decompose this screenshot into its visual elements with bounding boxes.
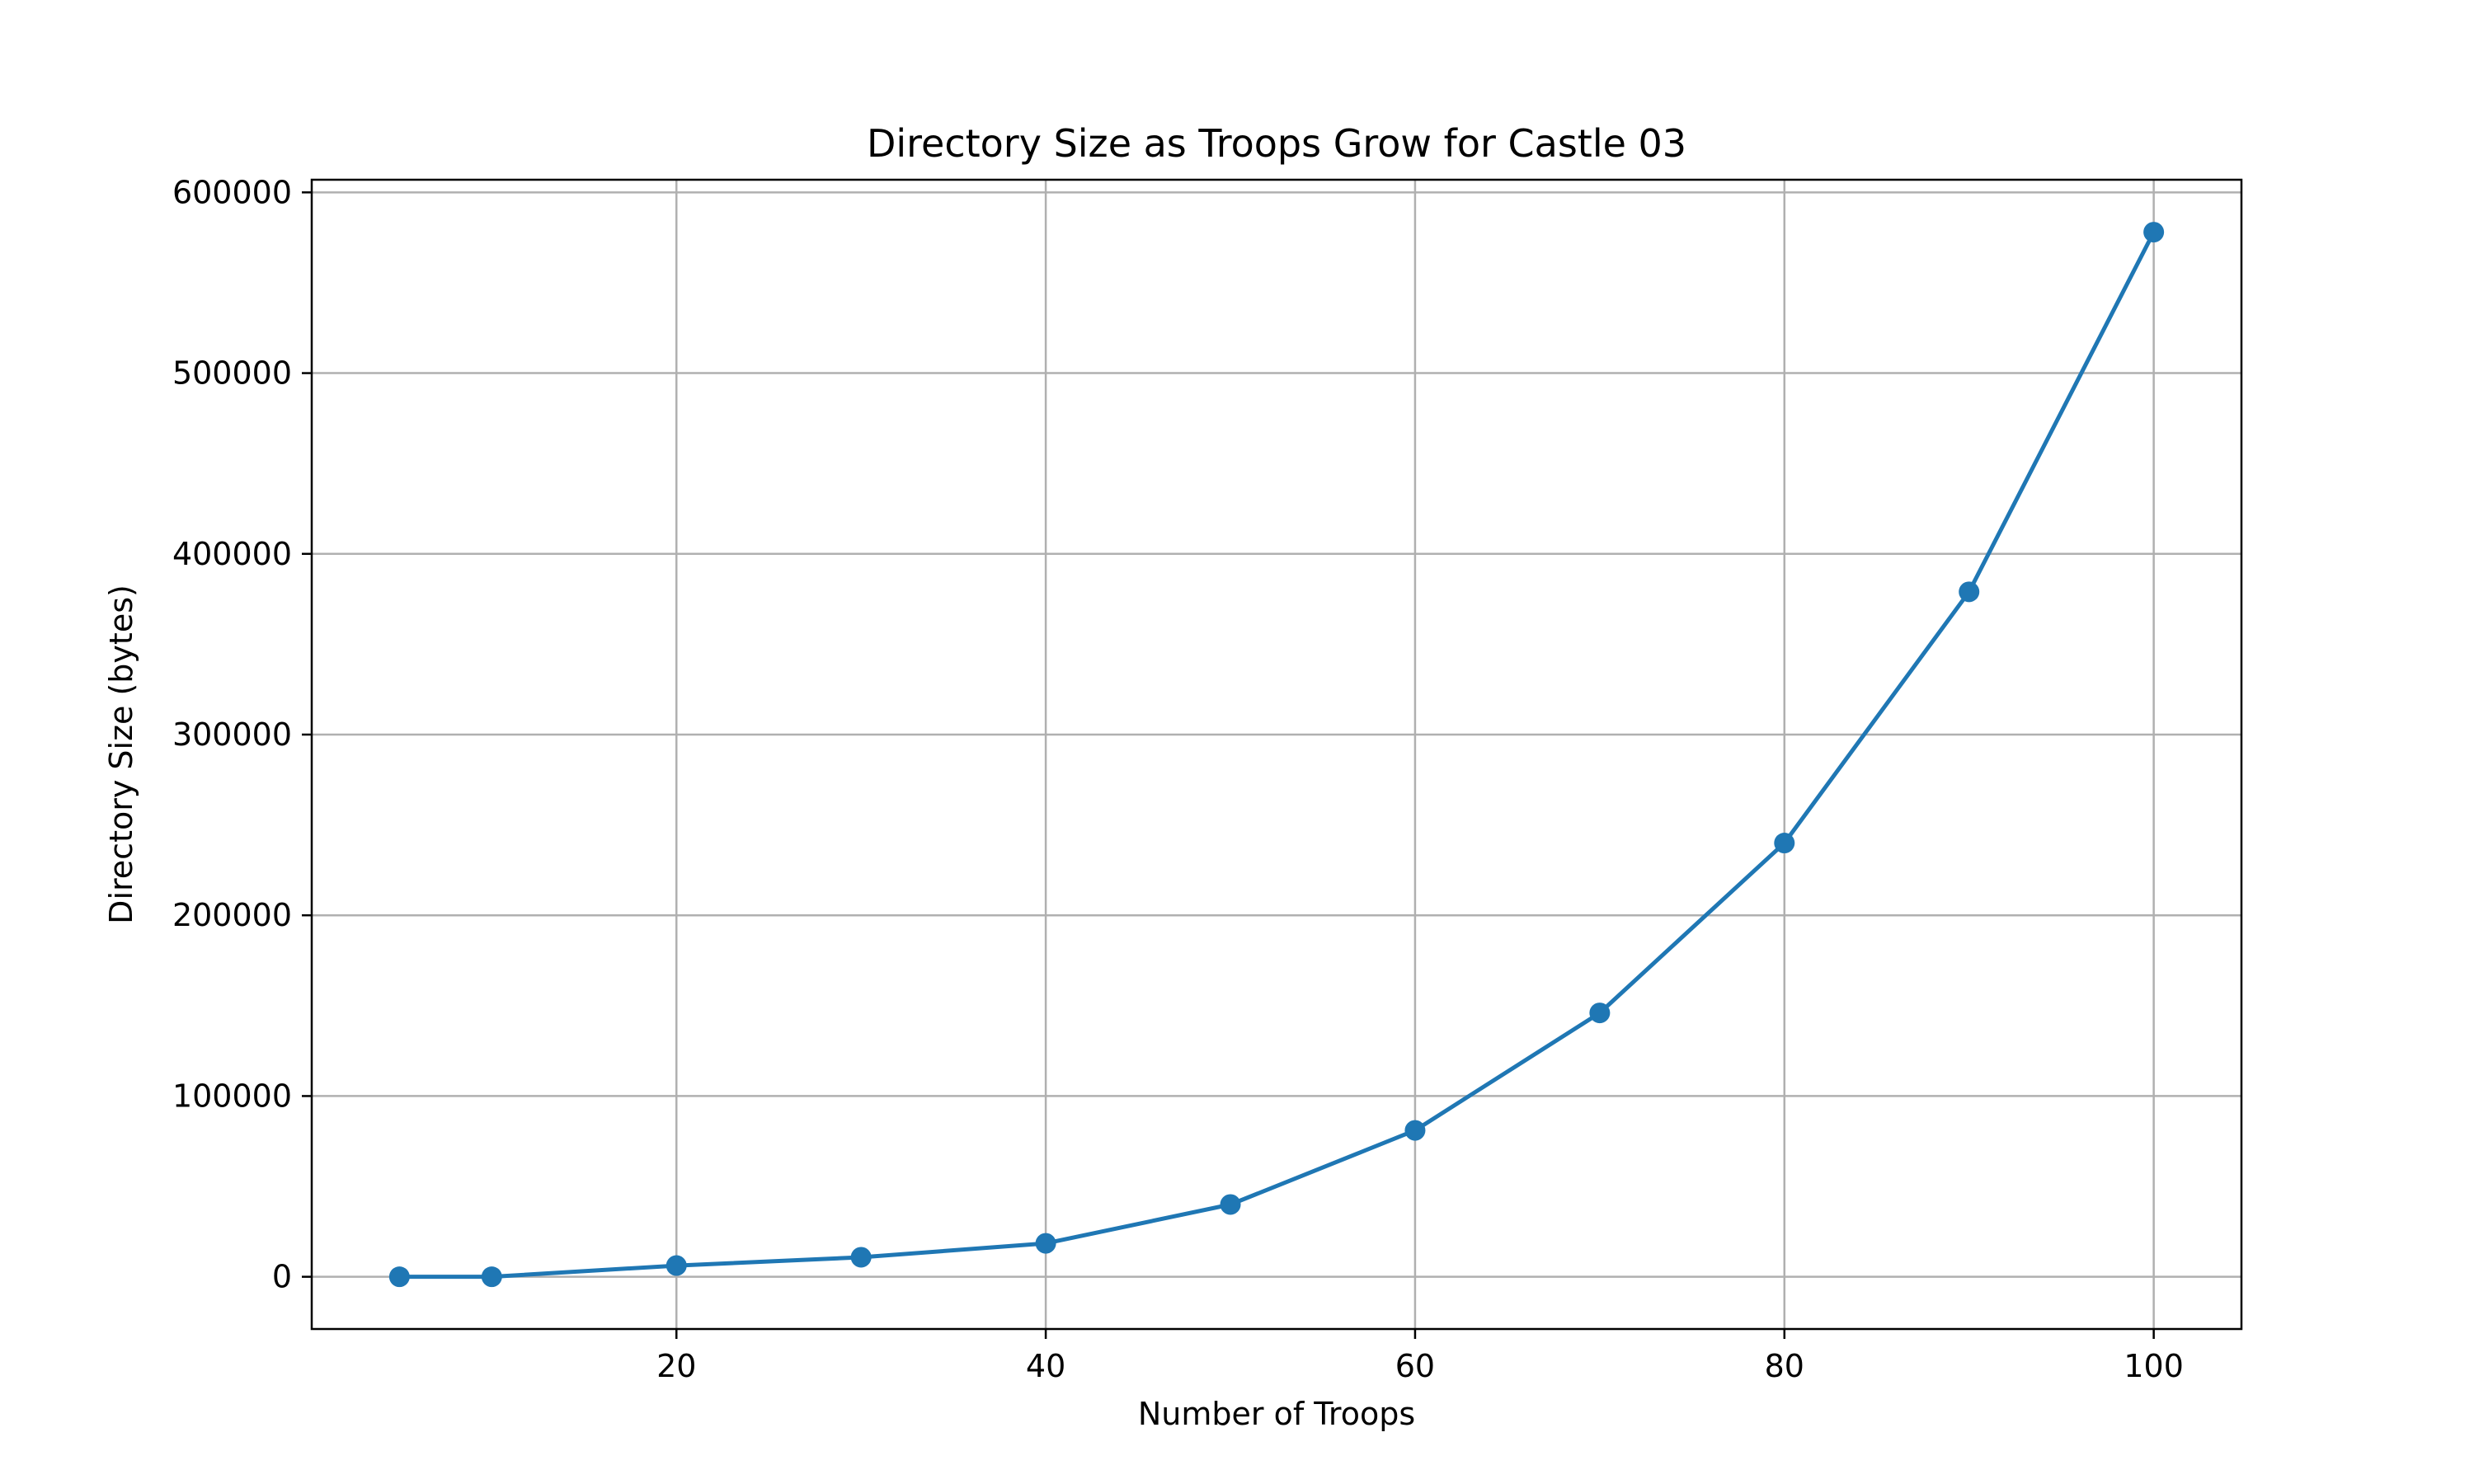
data-point bbox=[2143, 222, 2165, 243]
x-tick-label: 100 bbox=[2124, 1348, 2184, 1384]
y-tick-label: 0 bbox=[272, 1259, 292, 1295]
data-point bbox=[388, 1266, 410, 1288]
x-tick-label: 40 bbox=[1026, 1348, 1065, 1384]
y-tick-label: 600000 bbox=[172, 174, 292, 210]
y-tick-label: 100000 bbox=[172, 1078, 292, 1114]
y-tick-label: 300000 bbox=[172, 716, 292, 753]
data-point bbox=[1959, 581, 1980, 603]
x-tick-label: 60 bbox=[1395, 1348, 1435, 1384]
data-point bbox=[481, 1266, 502, 1288]
series-layer bbox=[388, 222, 2165, 1288]
grid bbox=[312, 180, 2241, 1329]
data-point bbox=[1220, 1194, 1241, 1215]
data-point bbox=[666, 1255, 687, 1276]
y-tick-label: 400000 bbox=[172, 536, 292, 572]
data-point bbox=[850, 1247, 872, 1268]
data-point bbox=[1035, 1233, 1056, 1254]
chart-title: Directory Size as Troops Grow for Castle… bbox=[867, 121, 1686, 166]
plot-frame bbox=[310, 178, 2243, 1331]
data-point bbox=[1774, 833, 1795, 854]
data-point bbox=[1589, 1003, 1611, 1024]
y-tick-label: 500000 bbox=[172, 355, 292, 392]
x-tick-label: 80 bbox=[1765, 1348, 1804, 1384]
x-axis-label: Number of Troops bbox=[1138, 1396, 1415, 1432]
x-tick-label: 20 bbox=[656, 1348, 696, 1384]
y-axis-label: Directory Size (bytes) bbox=[103, 585, 139, 924]
y-tick-label: 200000 bbox=[172, 897, 292, 933]
ticks: 20 40 60 80 100 0 100000 200000 300000 400000 5000… bbox=[172, 174, 2184, 1384]
data-point bbox=[1404, 1120, 1426, 1141]
